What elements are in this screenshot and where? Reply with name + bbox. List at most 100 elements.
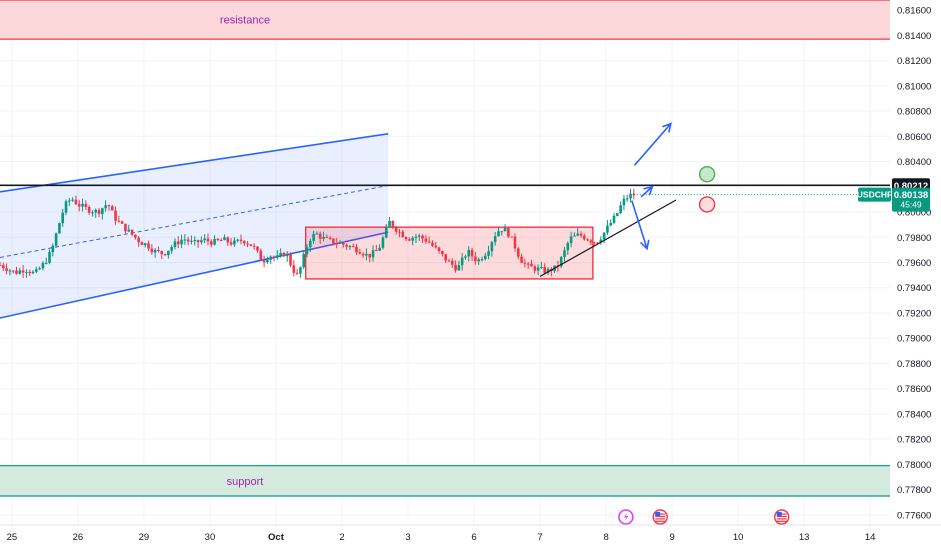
time-tick-label: 26 xyxy=(73,532,84,543)
candle-body xyxy=(371,250,375,258)
candle-body xyxy=(275,255,279,258)
countdown-text: 45:49 xyxy=(900,200,922,210)
time-axis[interactable]: 25 26 29 30 Oct 2 3 6 7 8 9 10 13 14 xyxy=(0,524,941,548)
candle-body xyxy=(11,270,15,272)
candle-body xyxy=(31,271,35,274)
candle-body xyxy=(606,225,609,233)
candle-body xyxy=(332,238,335,244)
time-tick-label: 7 xyxy=(537,532,542,543)
candle-body xyxy=(252,245,256,247)
candle-body xyxy=(602,232,606,240)
price-tick-label: 0.77800 xyxy=(897,485,931,496)
candle-body xyxy=(616,213,619,216)
candle-body xyxy=(236,239,239,241)
candle-body xyxy=(266,259,269,263)
candle-body xyxy=(239,239,243,242)
candle-body xyxy=(414,236,418,238)
time-tick-label: 8 xyxy=(603,532,608,543)
last-price-label: USDCHF 0.80138 45:49 xyxy=(857,187,930,212)
candle-body xyxy=(114,210,117,221)
candle-body xyxy=(467,249,471,257)
candle-body xyxy=(599,239,603,243)
candle-body xyxy=(193,239,197,241)
candle-body xyxy=(84,203,88,207)
candle-body xyxy=(348,246,352,248)
candle-body xyxy=(262,259,266,263)
candle-body xyxy=(375,250,378,252)
candle-body xyxy=(87,206,91,213)
zone-resistance xyxy=(0,0,890,40)
candle-body xyxy=(282,252,286,257)
candle-body xyxy=(213,238,216,245)
candle-body xyxy=(378,247,381,251)
candle-body xyxy=(328,237,332,239)
candle-body xyxy=(583,235,586,240)
candle-body xyxy=(612,215,616,223)
candle-body xyxy=(134,234,137,238)
candle-body xyxy=(186,239,190,242)
candle-body xyxy=(500,231,504,233)
candle-body xyxy=(417,235,421,237)
candle-body xyxy=(183,239,187,241)
price-tick-label: 0.81400 xyxy=(897,31,931,42)
candle-body xyxy=(143,243,147,246)
time-axis-ticks: 25 26 29 30 Oct 2 3 6 7 8 9 10 13 14 xyxy=(7,532,876,543)
candle-body xyxy=(358,252,362,254)
candle-body xyxy=(622,198,626,206)
time-tick-label: 14 xyxy=(865,532,876,543)
candle-body xyxy=(242,241,246,244)
candle-body xyxy=(411,237,414,241)
arrow-head xyxy=(639,239,650,251)
candle-body xyxy=(437,247,441,252)
price-tick-label: 0.78200 xyxy=(897,435,931,446)
event-icons xyxy=(618,509,790,525)
candle-body xyxy=(322,236,325,239)
candle-body xyxy=(226,237,230,243)
price-axis-ticks: 0.81600 0.81400 0.81200 0.81000 0.80800 0.806… xyxy=(897,6,931,522)
candle-body xyxy=(480,259,484,261)
channel-upper xyxy=(0,132,389,193)
candle-body xyxy=(8,270,12,272)
candle-body xyxy=(104,205,107,209)
candle-body xyxy=(153,249,157,253)
candle-body xyxy=(58,223,61,234)
candle-body xyxy=(160,250,164,255)
price-tick-label: 0.80000 xyxy=(897,208,931,219)
flag-stripe xyxy=(776,515,787,518)
level-price-text: 0.80212 xyxy=(894,181,928,192)
arrow-shaft xyxy=(633,123,672,166)
candle-body xyxy=(196,239,200,243)
arrow-head xyxy=(643,185,654,196)
candle-body xyxy=(206,238,210,242)
candle-body xyxy=(48,252,51,263)
flag-canton xyxy=(655,512,661,516)
candle-body xyxy=(398,231,401,233)
candle-body xyxy=(345,244,348,247)
candle-body xyxy=(526,263,530,265)
candle-body xyxy=(61,212,65,224)
candle-body xyxy=(510,236,513,238)
flag-stripe xyxy=(655,518,666,520)
candle-body xyxy=(513,236,517,249)
candle-body xyxy=(21,270,25,273)
candle-body xyxy=(91,212,94,214)
arrow-head xyxy=(662,122,672,133)
candle-body xyxy=(203,238,206,241)
zones: resistance support xyxy=(0,0,890,497)
candle-body xyxy=(520,256,523,263)
candle-body xyxy=(523,262,527,264)
candle-body xyxy=(2,265,5,269)
candle-body xyxy=(117,220,121,222)
candle-body xyxy=(460,257,464,266)
candle-body xyxy=(533,266,537,271)
candle-body xyxy=(559,257,563,267)
candle-body xyxy=(147,243,150,249)
flag-canton xyxy=(776,512,782,516)
candle-body xyxy=(609,222,613,226)
candle-body xyxy=(315,233,319,235)
flag-stripe xyxy=(776,520,787,522)
price-axis[interactable]: 0.81600 0.81400 0.81200 0.81000 0.80800 0.806… xyxy=(890,0,941,548)
candle-body xyxy=(464,256,467,258)
candle-body xyxy=(35,269,38,272)
